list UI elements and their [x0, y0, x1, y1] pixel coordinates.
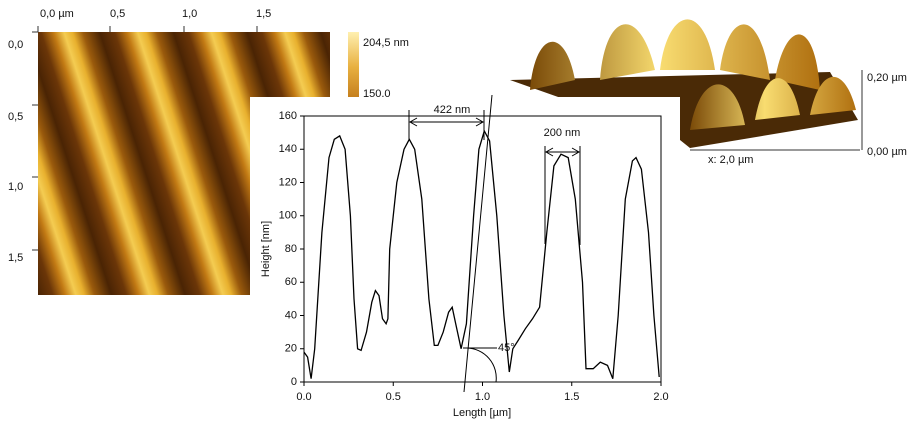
x-tick-label: 2.0 — [653, 391, 668, 403]
y-tick-label: 140 — [279, 143, 297, 155]
y-tick-label: 100 — [279, 210, 297, 222]
afm-left-label: 1,0 — [8, 181, 23, 193]
afm-top-label: 1,5 — [256, 8, 271, 20]
x-tick-label: 0.0 — [296, 391, 311, 403]
y-tick-label: 20 — [285, 343, 297, 355]
afm-left-label: 1,5 — [8, 252, 23, 264]
colorbar-label: 204,5 nm — [363, 37, 409, 49]
x-axis-label: Length [µm] — [453, 407, 511, 419]
colorbar — [348, 32, 359, 102]
afm-top-label: 1,0 — [182, 8, 197, 20]
z-label: 0,20 µm — [867, 72, 907, 84]
y-tick-label: 80 — [285, 243, 297, 255]
annotation-lines — [408, 94, 581, 393]
y-tick-label: 120 — [279, 176, 297, 188]
y-tick-label: 0 — [291, 376, 297, 388]
y-tick-label: 60 — [285, 276, 297, 288]
chart-background — [250, 97, 680, 427]
afm-top-label: 0,0 µm — [40, 8, 74, 20]
afm-top-label: 0,5 — [110, 8, 125, 20]
afm-left-label: 0,0 — [8, 39, 23, 51]
annotation: 422 nm — [434, 104, 471, 116]
afm-left-label: 0,5 — [8, 111, 23, 123]
annotation: 200 nm — [544, 127, 581, 139]
x-tick-label: 1.5 — [564, 391, 579, 403]
y-tick-label: 160 — [279, 110, 297, 122]
x-tick-label: 1.0 — [475, 391, 490, 403]
y-tick-label: 40 — [285, 309, 297, 321]
colorbar-label: 150,0 — [363, 88, 391, 100]
annotation: 45° — [498, 342, 515, 354]
x-tick-label: 0.5 — [386, 391, 401, 403]
y-axis-label: Height [nm] — [260, 221, 272, 277]
afm-3d — [510, 19, 863, 151]
axis-label: x: 2,0 µm — [708, 154, 753, 166]
afm-ticks — [32, 26, 258, 251]
z-label: 0,00 µm — [867, 146, 907, 158]
profile-line — [303, 129, 660, 379]
